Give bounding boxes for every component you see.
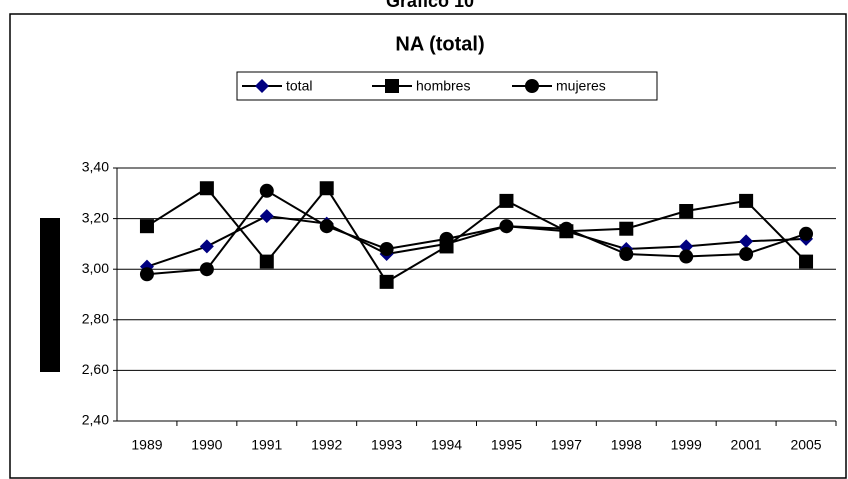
x-tick-label: 1994	[431, 437, 462, 453]
x-tick-label: 1995	[491, 437, 522, 453]
marker	[739, 247, 754, 262]
marker	[439, 231, 454, 246]
x-tick-label: 2005	[790, 437, 821, 453]
marker	[499, 193, 514, 208]
x-tick-label: 1999	[671, 437, 702, 453]
legend-marker	[525, 79, 539, 93]
marker	[199, 181, 214, 196]
axis-label-block	[40, 218, 60, 372]
legend-label: total	[286, 78, 312, 94]
x-tick-label: 1997	[551, 437, 582, 453]
marker	[379, 274, 394, 289]
marker	[739, 234, 754, 249]
x-tick-label: 1992	[311, 437, 342, 453]
legend-box	[236, 71, 658, 101]
x-tick-label: 1998	[611, 437, 642, 453]
marker	[739, 193, 754, 208]
y-tick-label: 2,40	[82, 412, 109, 428]
y-tick-label: 3,00	[82, 260, 109, 276]
x-tick-label: 1991	[251, 437, 282, 453]
marker	[679, 239, 694, 254]
legend-label: mujeres	[556, 78, 606, 94]
marker	[259, 183, 274, 198]
x-tick-label: 1990	[191, 437, 222, 453]
marker	[139, 267, 154, 282]
marker	[799, 254, 814, 269]
y-tick-label: 3,40	[82, 159, 109, 175]
y-tick-label: 3,20	[82, 209, 109, 225]
marker	[619, 247, 634, 262]
series-line	[146, 189, 807, 276]
series-line	[146, 215, 807, 268]
marker	[199, 239, 214, 254]
y-tick-label: 2,80	[82, 311, 109, 327]
marker	[619, 221, 634, 236]
x-tick-label: 1989	[131, 437, 162, 453]
marker	[319, 219, 334, 234]
legend-marker	[255, 79, 269, 93]
marker	[259, 209, 274, 224]
marker	[139, 219, 154, 234]
marker	[499, 219, 514, 234]
marker	[679, 204, 694, 219]
legend-marker	[385, 79, 399, 93]
y-tick-label: 2,60	[82, 361, 109, 377]
page-title: Gráfico 10	[386, 0, 474, 11]
series-line	[146, 186, 807, 284]
marker	[679, 249, 694, 264]
marker	[559, 221, 574, 236]
legend-label: hombres	[416, 78, 470, 94]
marker	[259, 254, 274, 269]
marker	[379, 241, 394, 256]
chart-title: NA (total)	[395, 33, 484, 55]
marker	[199, 262, 214, 277]
x-tick-label: 2001	[731, 437, 762, 453]
marker	[319, 181, 334, 196]
x-tick-label: 1993	[371, 437, 402, 453]
marker	[799, 226, 814, 241]
